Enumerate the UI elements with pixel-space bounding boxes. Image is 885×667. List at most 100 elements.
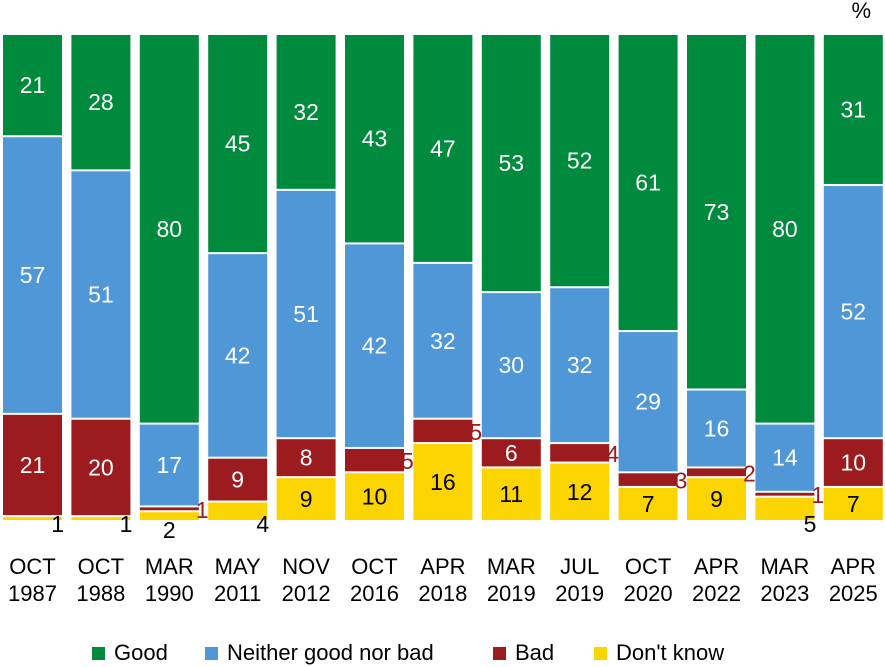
data-label-bad: 1 <box>811 482 824 508</box>
bar-segment-dontknow <box>413 444 473 520</box>
legend-item-bad: Bad <box>493 640 554 666</box>
bar-segment-neither <box>345 244 404 447</box>
data-label-bad: 20 <box>88 454 114 480</box>
bar-segment-good <box>208 35 268 253</box>
data-label-dontknow: 11 <box>499 481 523 507</box>
bar-segment-neither <box>71 171 131 418</box>
bar-segment-neither <box>550 288 610 443</box>
bar-segment-dontknow <box>481 468 541 520</box>
data-label-dontknow: 7 <box>847 491 860 517</box>
legend-label-neither: Neither good nor bad <box>227 640 434 665</box>
legend-item-dontknow: Don't know <box>594 640 724 666</box>
bar-segment-good <box>413 35 473 262</box>
bar-segment-dontknow <box>3 517 62 520</box>
x-tick-label: MAR <box>487 554 536 579</box>
bar-segment-good <box>550 35 610 287</box>
bar-segment-neither <box>481 293 541 438</box>
x-tick-label: OCT <box>78 554 124 579</box>
legend-label-dontknow: Don't know <box>616 640 725 665</box>
bar-segment-dontknow <box>823 487 883 520</box>
legend-swatch-neither <box>205 646 218 660</box>
x-tick-label: OCT <box>9 554 55 579</box>
data-label-good: 45 <box>225 131 251 157</box>
unit-label: % <box>851 0 871 23</box>
bar-segment-bad <box>481 439 541 467</box>
data-label-good: 28 <box>88 89 114 115</box>
x-tick-label: 2012 <box>282 581 331 606</box>
bar-segment-dontknow <box>755 497 815 520</box>
x-tick-label: 2022 <box>692 581 741 606</box>
bar-segment-good <box>618 35 678 331</box>
bar-segment-dontknow <box>618 487 678 520</box>
data-label-neither: 42 <box>362 333 388 359</box>
x-tick-label: 1990 <box>145 581 194 606</box>
data-label-good: 73 <box>704 199 730 225</box>
bar-segment-dontknow <box>276 478 336 520</box>
data-label-dontknow: 12 <box>567 479 593 505</box>
data-label-good: 31 <box>841 96 867 122</box>
data-label-good: 21 <box>20 72 46 98</box>
bar-segment-good <box>755 35 815 423</box>
bar-segment-good <box>687 35 746 389</box>
data-label-good: 43 <box>362 126 388 152</box>
x-tick-label: 2018 <box>418 581 467 606</box>
data-label-neither: 29 <box>635 389 661 415</box>
data-label-bad: 10 <box>841 450 867 476</box>
data-label-good: 53 <box>499 150 525 176</box>
bar-segment-bad <box>618 473 678 486</box>
bar-segment-bad <box>139 507 199 511</box>
x-tick-label: 2025 <box>829 581 878 606</box>
data-label-neither: 32 <box>430 328 456 354</box>
bar-segment-bad <box>413 419 473 443</box>
data-label-dontknow: 9 <box>300 486 313 512</box>
x-tick-label: 2023 <box>760 581 809 606</box>
bar-segment-good <box>481 35 541 292</box>
x-tick-label: JUL <box>560 554 599 579</box>
legend-label-bad: Bad <box>515 640 555 665</box>
x-tick-label: MAR <box>145 554 194 579</box>
data-label-good: 80 <box>772 216 798 242</box>
data-label-dontknow: 5 <box>804 511 817 537</box>
bar-segment-dontknow <box>550 463 610 520</box>
data-label-neither: 17 <box>157 452 183 478</box>
legend-swatch-good <box>92 646 105 660</box>
x-tick-label: APR <box>831 554 876 579</box>
x-tick-label: 2019 <box>487 581 536 606</box>
data-label-neither: 32 <box>567 352 593 378</box>
data-label-neither: 14 <box>772 445 798 471</box>
bar-segment-neither <box>755 424 815 491</box>
data-label-neither: 42 <box>225 342 251 368</box>
bar-segment-neither <box>413 263 473 418</box>
bar-segment-bad <box>276 439 336 477</box>
x-tick-label: APR <box>420 554 465 579</box>
bar-segment-neither <box>3 137 62 413</box>
x-tick-label: 2020 <box>624 581 673 606</box>
bar-segment-good <box>71 35 131 170</box>
data-label-dontknow: 2 <box>163 517 176 543</box>
bar-segment-neither <box>618 332 678 472</box>
x-tick-label: 2019 <box>555 581 604 606</box>
bar-segment-good <box>139 35 199 423</box>
data-label-bad: 5 <box>469 419 482 445</box>
data-label-bad: 9 <box>231 467 244 493</box>
data-label-bad: 6 <box>505 440 518 466</box>
x-tick-label: 1987 <box>8 581 57 606</box>
bar-segment-dontknow <box>71 517 131 520</box>
data-label-neither: 51 <box>293 301 319 327</box>
data-label-neither: 51 <box>88 282 114 308</box>
legend-label-good: Good <box>114 640 168 665</box>
legend-swatch-dontknow <box>594 646 607 660</box>
data-label-good: 61 <box>635 170 661 196</box>
x-tick-label: MAR <box>760 554 809 579</box>
bar-segment-neither <box>139 424 199 506</box>
bar-segment-bad <box>3 414 62 516</box>
x-tick-label: OCT <box>351 554 397 579</box>
data-label-dontknow: 9 <box>710 486 723 512</box>
data-label-dontknow: 4 <box>256 511 269 537</box>
x-tick-label: 2011 <box>214 581 261 606</box>
data-label-bad: 8 <box>300 445 313 471</box>
legend-swatch-bad <box>493 646 506 660</box>
bar-segment-bad <box>71 419 131 516</box>
x-tick-label: 1988 <box>76 581 125 606</box>
data-label-good: 80 <box>157 216 183 242</box>
